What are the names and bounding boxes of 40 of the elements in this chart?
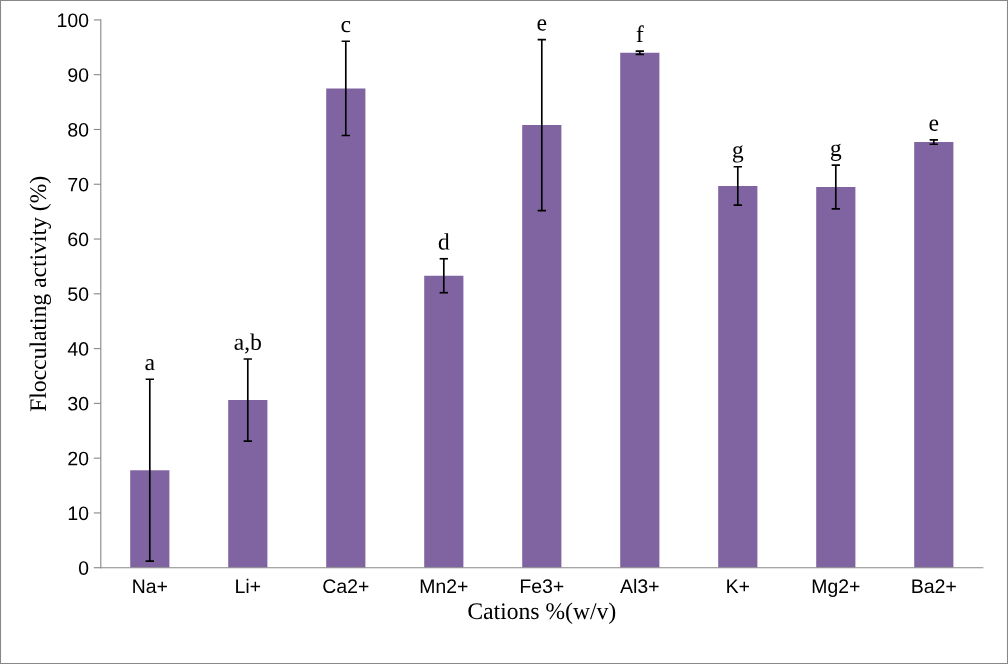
bar [130, 470, 170, 568]
bar [424, 275, 464, 568]
x-tick-label: Na+ [133, 579, 167, 594]
x-tick-label: Ba2+ [912, 579, 956, 594]
annotation: c [341, 20, 351, 33]
x-tick-label: Ca2+ [323, 579, 369, 594]
annotation: d [438, 233, 450, 250]
bar [914, 142, 954, 568]
bar [620, 52, 660, 568]
bar [228, 400, 268, 568]
annotation: g [732, 145, 744, 163]
y-tick-label: 10 [68, 506, 89, 521]
y-tick-label: 0 [78, 561, 89, 575]
y-tick-label: 100 [58, 13, 89, 28]
x-tick-label: K+ [727, 579, 749, 593]
x-tick-label: Li+ [236, 578, 261, 593]
x-tick-label: Al3+ [620, 578, 659, 594]
annotation: e [537, 19, 547, 31]
y-tick-label: 30 [68, 396, 89, 411]
y-tick-label: 20 [68, 451, 89, 466]
y-tick-label: 80 [68, 122, 89, 137]
y-tick-label: 60 [68, 232, 89, 247]
x-axis-title: Cations %(w/v) [468, 602, 616, 624]
x-tick-label: Fe3+ [520, 579, 564, 594]
bar [718, 185, 758, 568]
y-tick-label: 70 [68, 177, 89, 192]
y-tick-label: 90 [68, 68, 89, 82]
x-tick-label: Mg2+ [812, 579, 860, 597]
bar [326, 88, 366, 568]
y-tick-label: 50 [68, 287, 89, 302]
annotation: f [636, 25, 644, 42]
annotation: e [929, 119, 939, 131]
y-tick-label: 40 [67, 342, 89, 356]
bar [522, 125, 562, 568]
annotation: a,b [234, 333, 261, 354]
annotation: g [830, 143, 842, 161]
annotation: a [145, 359, 155, 371]
x-tick-label: Mn2+ [420, 579, 468, 593]
y-axis-title: Flocculating activity (%) [29, 176, 51, 412]
bar [816, 187, 856, 568]
